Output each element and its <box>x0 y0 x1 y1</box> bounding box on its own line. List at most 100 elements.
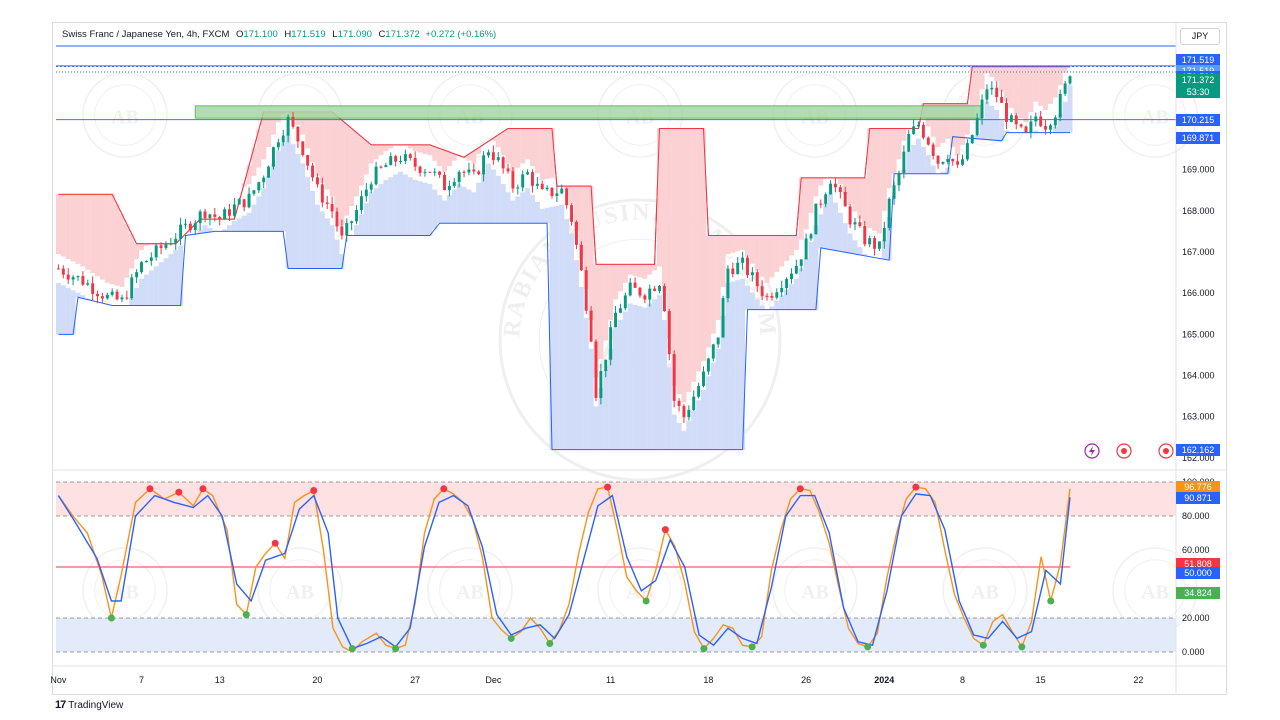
resistance-fill-slice <box>784 235 790 261</box>
support-fill-slice <box>598 387 604 450</box>
currency-button[interactable]: JPY <box>1180 28 1220 45</box>
support-fill-slice <box>681 431 687 450</box>
osc-value-tag: 34.824 <box>1176 587 1220 599</box>
resistance-fill-slice <box>774 235 780 272</box>
resistance-fill-slice <box>793 235 799 250</box>
oscillator-pane[interactable] <box>56 481 1176 653</box>
sell-signal-dot <box>175 488 183 496</box>
support-fill-slice <box>989 105 995 140</box>
candle-body <box>995 87 999 98</box>
candle <box>726 265 730 303</box>
candle-body <box>506 168 510 172</box>
seal-initials: AB <box>801 581 829 603</box>
support-fill-slice <box>451 189 457 224</box>
support-fill-slice <box>1057 114 1063 133</box>
candle-body <box>188 223 192 231</box>
support-fill-slice <box>837 212 843 252</box>
candle-body <box>359 196 363 211</box>
support-fill-slice <box>295 153 301 269</box>
support-fill-slice <box>691 410 697 450</box>
candle <box>340 219 344 240</box>
support-fill-slice <box>481 173 487 224</box>
support-fill-slice <box>388 177 394 236</box>
target-icon[interactable] <box>1116 443 1132 459</box>
target-icon[interactable] <box>1158 443 1174 459</box>
support-fill-slice <box>65 287 71 335</box>
resistance-fill-slice <box>749 235 755 264</box>
high-label: H <box>284 29 292 40</box>
candle-body <box>418 166 422 173</box>
support-fill-slice <box>564 219 570 450</box>
candle <box>633 277 637 288</box>
seal-initials: AB <box>111 106 139 128</box>
resistance-fill-slice <box>529 128 535 167</box>
candle-body <box>242 199 246 208</box>
resistance-fill-slice <box>358 136 364 186</box>
resistance-fill-slice <box>378 144 384 156</box>
candle <box>833 178 837 193</box>
candle <box>931 142 935 160</box>
candle-body <box>628 282 632 296</box>
candle <box>716 337 720 348</box>
candle <box>130 273 134 300</box>
resistance-fill-slice <box>876 128 882 234</box>
candle-body <box>457 171 461 182</box>
tradingview-branding[interactable]: 17 TradingView <box>55 699 123 711</box>
support-fill-slice <box>251 204 257 232</box>
support-fill-slice <box>485 163 491 224</box>
resistance-fill-slice <box>310 112 316 163</box>
price-tick-label: 167.000 <box>1182 247 1215 257</box>
support-fill-slice <box>686 420 692 450</box>
candle-body <box>1029 121 1033 133</box>
candle-body <box>511 171 515 189</box>
support-fill-slice <box>246 212 252 232</box>
support-fill-slice <box>80 295 86 299</box>
buy-signal-dot <box>642 597 650 605</box>
candle <box>350 220 354 231</box>
candle <box>692 390 696 411</box>
resistance-fill-slice <box>515 128 521 168</box>
candle <box>247 187 251 209</box>
sell-signal-dot <box>199 485 207 493</box>
price-pane[interactable] <box>55 45 1176 459</box>
candle-body <box>540 183 544 190</box>
buy-signal-dot <box>107 614 115 622</box>
candle <box>61 265 65 279</box>
support-fill-slice <box>520 192 526 224</box>
resistance-fill-slice <box>466 154 472 161</box>
support-fill-slice <box>442 200 447 224</box>
support-fill-slice <box>529 195 535 224</box>
candle <box>1048 123 1052 135</box>
candle-body <box>286 116 290 136</box>
candle-body <box>443 174 446 191</box>
candle <box>188 221 192 233</box>
candle-body <box>799 259 803 266</box>
candle <box>110 288 114 297</box>
resistance-fill-slice <box>798 177 804 240</box>
candle-body <box>946 159 950 162</box>
resistance-fill-slice <box>388 144 394 149</box>
candle-body <box>858 222 862 227</box>
candle-body <box>702 371 705 386</box>
lightning-icon[interactable] <box>1084 443 1100 459</box>
candle-body <box>208 214 212 218</box>
candle-body <box>1058 93 1062 118</box>
support-fill-slice <box>583 317 589 450</box>
resistance-fill-slice <box>950 103 956 147</box>
price-tag: 162.162 <box>1176 444 1220 456</box>
support-fill-slice <box>158 262 164 306</box>
support-fill-slice <box>813 225 819 310</box>
candle-body <box>428 171 432 173</box>
resistance-fill-slice <box>955 103 961 156</box>
support-fill-slice <box>495 175 501 224</box>
candle <box>125 290 129 300</box>
resistance-fill-slice <box>969 66 975 121</box>
candle <box>96 290 100 304</box>
candle-body <box>604 359 608 372</box>
candle <box>516 184 520 195</box>
candle-body <box>780 287 784 293</box>
support-fill-slice <box>148 270 154 306</box>
support-fill-slice <box>266 175 272 232</box>
resistance-fill-slice <box>1018 66 1024 119</box>
